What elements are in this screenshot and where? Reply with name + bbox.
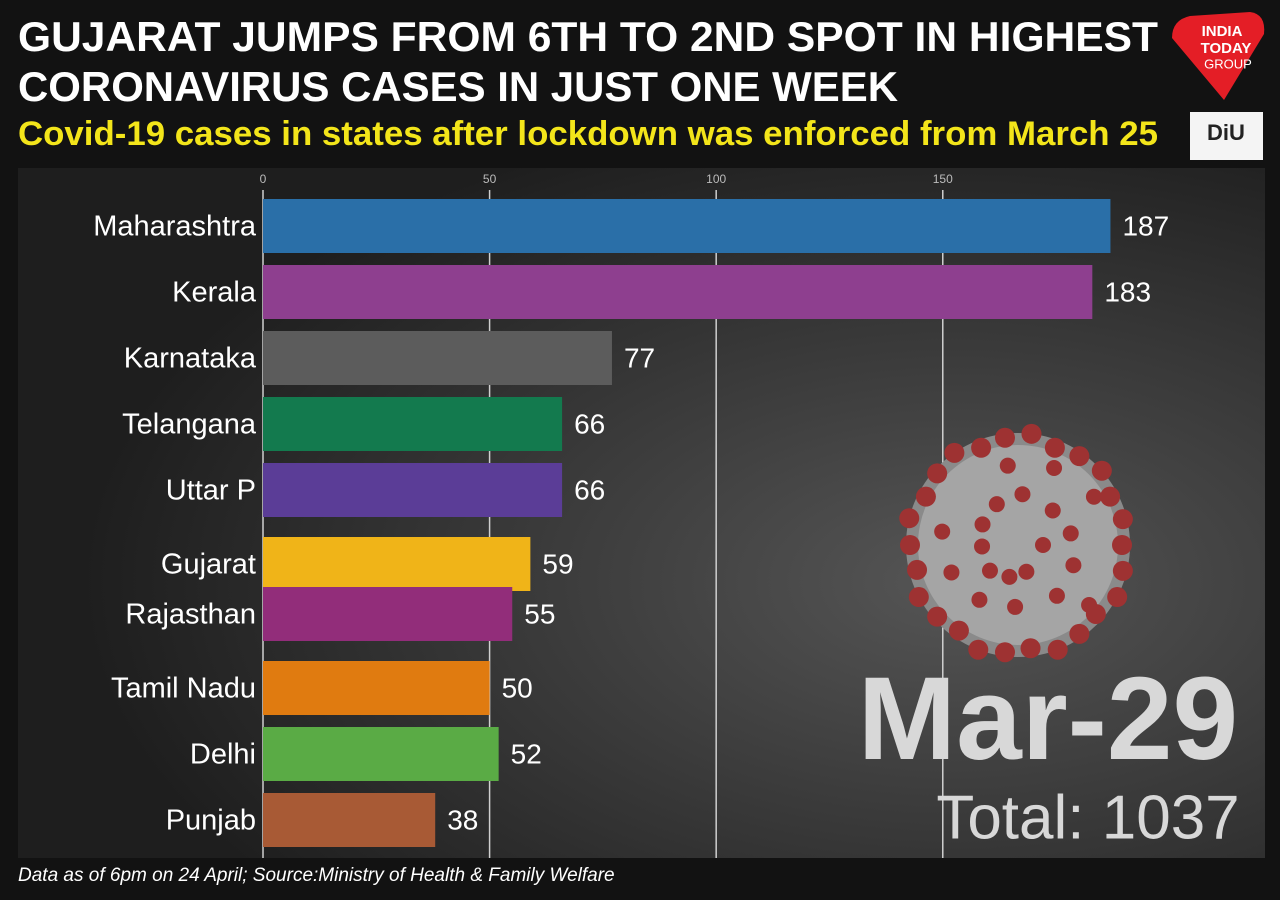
diu-logo: DiU	[1190, 112, 1263, 160]
virus-spike	[974, 516, 991, 533]
title-line: GUJARAT JUMPS FROM 6TH TO 2ND SPOT IN HI…	[18, 13, 1158, 60]
virus-spike	[1069, 623, 1090, 644]
category-label: Kerala	[172, 277, 257, 309]
virus-spike	[1007, 598, 1024, 615]
virus-spike	[971, 437, 992, 458]
value-label: 66	[574, 408, 605, 439]
virus-spike	[1081, 596, 1098, 613]
virus-spike	[927, 463, 948, 484]
value-label: 59	[542, 548, 573, 579]
virus-spike	[948, 620, 969, 641]
x-tick-label: 0	[260, 172, 267, 186]
virus-spike	[994, 427, 1015, 448]
date-label: Mar-29	[858, 653, 1238, 785]
virus-spike	[1044, 437, 1065, 458]
x-tick-label: 100	[706, 172, 726, 186]
virus-body	[918, 445, 1118, 645]
logo-box	[1190, 112, 1263, 160]
category-label: Punjab	[166, 805, 256, 837]
virus-spike	[927, 606, 948, 627]
category-label: Delhi	[190, 739, 256, 771]
value-label: 77	[624, 342, 655, 373]
category-label: Maharashtra	[93, 211, 257, 243]
bar	[263, 727, 499, 781]
virus-spike	[1044, 502, 1061, 519]
bar	[263, 463, 563, 517]
virus-spike	[1047, 639, 1068, 660]
virus-spike	[1046, 460, 1063, 477]
virus-spike	[1035, 537, 1051, 553]
virus-spike	[1100, 486, 1121, 507]
virus-spike	[907, 559, 928, 580]
virus-spike	[1112, 560, 1133, 581]
virus-spike	[974, 538, 991, 555]
value-label: 66	[574, 474, 605, 505]
category-label: Tamil Nadu	[111, 673, 256, 705]
virus-spike	[1065, 557, 1082, 574]
virus-spike	[943, 564, 960, 581]
virus-spike	[1020, 638, 1041, 659]
bar	[263, 265, 1093, 319]
bar	[263, 661, 490, 715]
virus-spike	[1112, 535, 1132, 555]
virus-spike	[1018, 563, 1035, 580]
virus-spike	[1062, 525, 1079, 542]
x-tick-label: 150	[933, 172, 953, 186]
value-label: 52	[511, 738, 542, 769]
virus-spike	[1112, 509, 1133, 530]
virus-spike	[1001, 568, 1018, 585]
category-label: Karnataka	[124, 343, 257, 375]
virus-spike	[988, 496, 1005, 513]
virus-spike	[1021, 423, 1042, 444]
category-label: Gujarat	[161, 549, 256, 581]
value-label: 183	[1104, 276, 1151, 307]
virus-spike	[994, 642, 1015, 663]
bar	[263, 587, 513, 641]
logo-text: TODAY	[1201, 40, 1252, 57]
virus-spike	[1014, 486, 1031, 503]
virus-spike	[968, 639, 989, 660]
value-label: 55	[524, 598, 555, 629]
title-line: CORONAVIRUS CASES IN JUST ONE WEEK	[18, 63, 898, 110]
bar	[263, 331, 612, 385]
virus-spike	[944, 442, 965, 463]
virus-spike	[934, 523, 951, 540]
value-label: 50	[502, 672, 533, 703]
virus-spike	[1091, 460, 1112, 481]
india-today-logo: INDIA TODAY GROUP	[1172, 12, 1265, 100]
value-label: 38	[447, 804, 478, 835]
total-label: Total: 1037	[936, 783, 1239, 852]
virus-spike	[999, 457, 1016, 474]
virus-spike	[900, 535, 920, 555]
x-tick-label: 50	[483, 172, 497, 186]
category-label: Rajasthan	[125, 599, 256, 631]
virus-spike	[908, 587, 929, 608]
subtitle: Covid-19 cases in states after lockdown …	[18, 115, 1158, 153]
logo-shape	[1172, 12, 1265, 100]
logo-text: INDIA	[1202, 23, 1243, 40]
value-label: 187	[1122, 210, 1169, 241]
virus-spike	[1085, 488, 1102, 505]
category-label: Telangana	[122, 409, 257, 441]
virus-spike	[915, 486, 936, 507]
bar	[263, 537, 531, 591]
virus-spike	[981, 562, 998, 579]
virus-spike	[1107, 587, 1128, 608]
virus-spike	[1048, 587, 1065, 604]
bar	[263, 793, 436, 847]
source-note: Data as of 6pm on 24 April; Source:Minis…	[18, 865, 615, 886]
virus-spike	[1069, 446, 1090, 467]
bar	[263, 397, 563, 451]
bar	[263, 199, 1111, 253]
category-label: Uttar P	[166, 475, 256, 507]
virus-illustration	[899, 423, 1133, 663]
virus-spike	[971, 591, 988, 608]
virus-spike	[899, 508, 920, 529]
logo-text: DiU	[1207, 120, 1245, 145]
logo-text: GROUP	[1204, 56, 1252, 71]
